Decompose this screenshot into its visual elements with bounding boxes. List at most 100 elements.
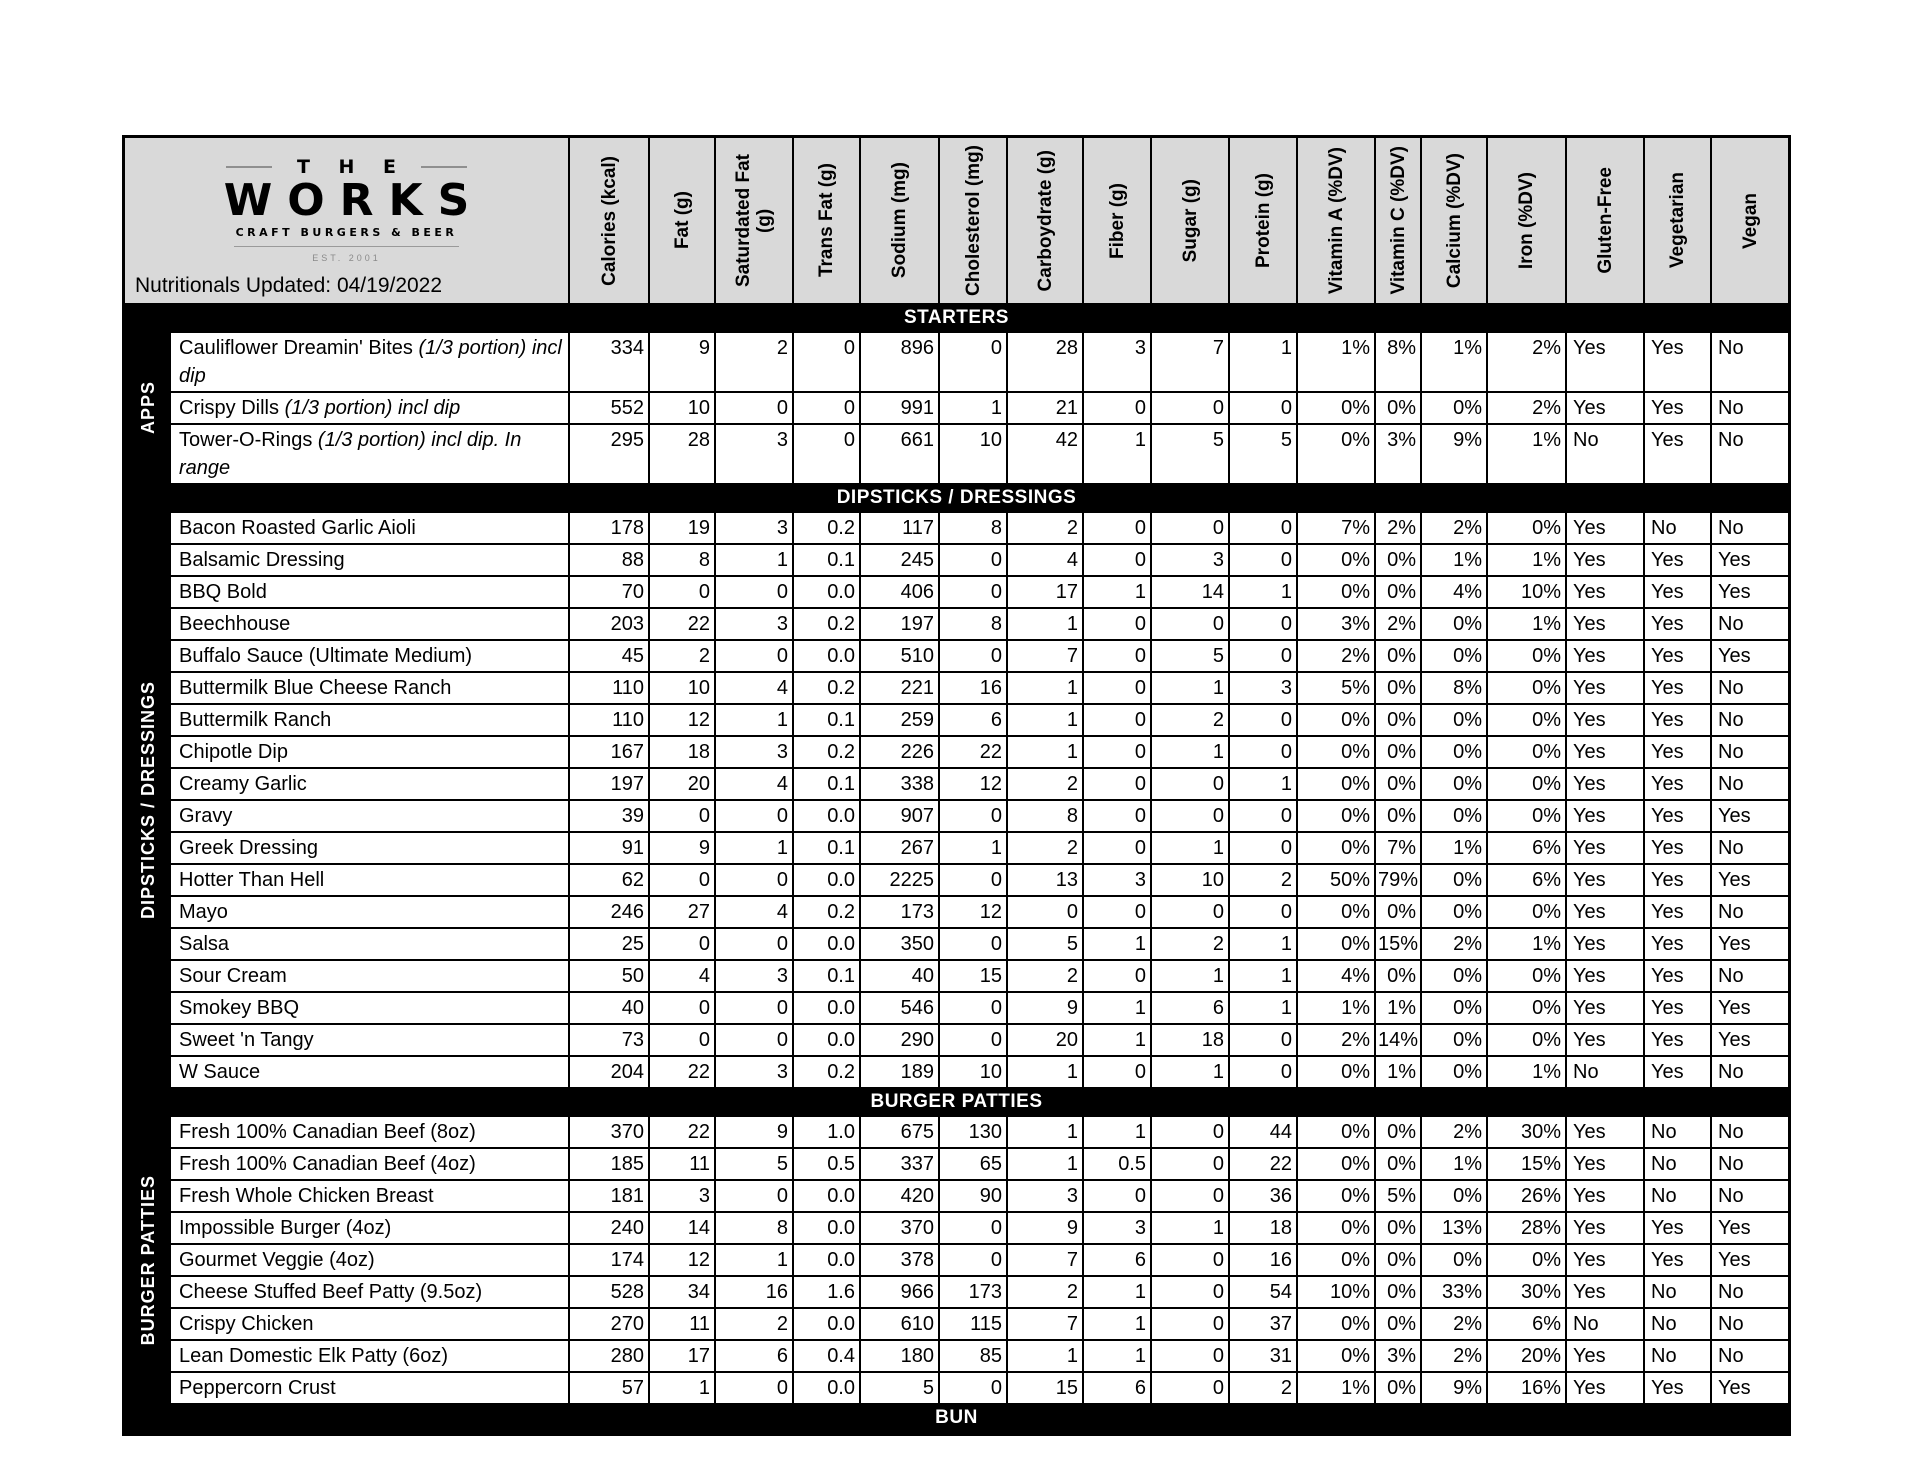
value-cell: 0 bbox=[714, 577, 792, 607]
value-cell: 0% bbox=[1374, 961, 1420, 991]
item-name: Sour Cream bbox=[171, 961, 568, 991]
section-side-label-text: APPS bbox=[137, 381, 158, 435]
value-cell: No bbox=[1643, 1117, 1710, 1147]
value-cell: 62 bbox=[568, 865, 648, 895]
value-cell: 3 bbox=[1082, 1213, 1150, 1243]
value-cell: 1 bbox=[714, 1245, 792, 1275]
value-cell: 2 bbox=[1228, 865, 1296, 895]
value-cell: 21 bbox=[1006, 393, 1082, 423]
column-header-label: Trans Fat (g) bbox=[816, 163, 837, 278]
value-cell: 0% bbox=[1374, 641, 1420, 671]
value-cell: 2% bbox=[1374, 513, 1420, 543]
item-name-text: Smokey BBQ bbox=[179, 997, 300, 1019]
item-name: Buffalo Sauce (Ultimate Medium) bbox=[171, 641, 568, 671]
item-name: Crispy Dills (1/3 portion) incl dip bbox=[171, 393, 568, 423]
value-cell: 0% bbox=[1374, 1117, 1420, 1147]
value-cell: Yes bbox=[1643, 577, 1710, 607]
section-rows: Bacon Roasted Garlic Aioli 178 19 3 0.2 117 8 2… bbox=[171, 513, 1788, 1087]
value-cell: 5 bbox=[714, 1149, 792, 1179]
value-cell: 181 bbox=[568, 1181, 648, 1211]
value-cell: Yes bbox=[1565, 1149, 1643, 1179]
item-name: Gourmet Veggie (4oz) bbox=[171, 1245, 568, 1275]
value-cell: Yes bbox=[1565, 1025, 1643, 1055]
value-cell: 3 bbox=[714, 513, 792, 543]
value-cell: 7 bbox=[1006, 1309, 1082, 1339]
value-cell: Yes bbox=[1643, 1025, 1710, 1055]
value-cell: 0% bbox=[1296, 1245, 1374, 1275]
value-cell: Yes bbox=[1643, 897, 1710, 927]
value-cell: 0 bbox=[1150, 1181, 1228, 1211]
value-cell: 0 bbox=[714, 801, 792, 831]
value-cell: 11 bbox=[648, 1149, 714, 1179]
value-cell: 0 bbox=[714, 1181, 792, 1211]
value-cell: No bbox=[1710, 393, 1788, 423]
item-name-text: Cheese Stuffed Beef Patty (9.5oz) bbox=[179, 1281, 483, 1303]
value-cell: No bbox=[1565, 425, 1643, 483]
item-name: Gravy bbox=[171, 801, 568, 831]
value-cell: Yes bbox=[1643, 769, 1710, 799]
table-row: Crispy Chicken 270 11 2 0.0 610 115 7 1 0 37 0% 0% 2%… bbox=[171, 1307, 1788, 1339]
value-cell: 9 bbox=[648, 333, 714, 391]
value-cell: 338 bbox=[859, 769, 938, 799]
value-cell: 1 bbox=[648, 1373, 714, 1403]
value-cell: 0.4 bbox=[792, 1341, 859, 1371]
value-cell: Yes bbox=[1643, 1213, 1710, 1243]
value-cell: 0 bbox=[714, 1025, 792, 1055]
value-cell: 3 bbox=[1006, 1181, 1082, 1211]
value-cell: Yes bbox=[1643, 833, 1710, 863]
value-cell: No bbox=[1565, 1057, 1643, 1087]
value-cell: 0.1 bbox=[792, 961, 859, 991]
value-cell: 0.2 bbox=[792, 513, 859, 543]
table-row: Impossible Burger (4oz) 240 14 8 0.0 370 0 9 3 1 1… bbox=[171, 1211, 1788, 1243]
value-cell: 1 bbox=[714, 545, 792, 575]
section-side-label: DIPSTICKS / DRESSINGS bbox=[125, 513, 171, 1087]
value-cell: 0 bbox=[1150, 1309, 1228, 1339]
value-cell: 79% bbox=[1374, 865, 1420, 895]
value-cell: 290 bbox=[859, 1025, 938, 1055]
value-cell: 1 bbox=[1082, 1025, 1150, 1055]
value-cell: 1% bbox=[1486, 425, 1565, 483]
column-headers: Calories (kcal) Fat (g) Saturdated Fat (g)… bbox=[568, 138, 1788, 303]
value-cell: 25 bbox=[568, 929, 648, 959]
value-cell: 0% bbox=[1296, 801, 1374, 831]
value-cell: 22 bbox=[1228, 1149, 1296, 1179]
value-cell: 2 bbox=[648, 641, 714, 671]
value-cell: 610 bbox=[859, 1309, 938, 1339]
section-body: DIPSTICKS / DRESSINGS Bacon Roasted Garli… bbox=[125, 513, 1788, 1087]
column-header-label: Vitamin C (%DV) bbox=[1387, 146, 1409, 295]
value-cell: 0% bbox=[1296, 929, 1374, 959]
value-cell: Yes bbox=[1710, 1025, 1788, 1055]
value-cell: 45 bbox=[568, 641, 648, 671]
table-row: Peppercorn Crust 57 1 0 0.0 5 0 15 6 0 2 1% 0% 9% 16% Y… bbox=[171, 1371, 1788, 1403]
value-cell: 0 bbox=[1150, 801, 1228, 831]
value-cell: 267 bbox=[859, 833, 938, 863]
value-cell: 110 bbox=[568, 673, 648, 703]
value-cell: 0 bbox=[1082, 641, 1150, 671]
value-cell: 54 bbox=[1228, 1277, 1296, 1307]
value-cell: 18 bbox=[648, 737, 714, 767]
value-cell: 0.2 bbox=[792, 673, 859, 703]
column-header-8: Fiber (g) bbox=[1082, 138, 1150, 303]
value-cell: Yes bbox=[1565, 333, 1643, 391]
value-cell: 50 bbox=[568, 961, 648, 991]
value-cell: 90 bbox=[938, 1181, 1006, 1211]
item-name-text: Peppercorn Crust bbox=[179, 1377, 336, 1399]
value-cell: 0 bbox=[792, 425, 859, 483]
section-side-label-text: BURGER PATTIES bbox=[137, 1174, 158, 1346]
value-cell: 8 bbox=[938, 513, 1006, 543]
value-cell: 178 bbox=[568, 513, 648, 543]
value-cell: Yes bbox=[1565, 993, 1643, 1023]
value-cell: 189 bbox=[859, 1057, 938, 1087]
nutrition-table: T H E WORKS CRAFT BURGERS & BEER EST. 20… bbox=[122, 135, 1791, 1436]
value-cell: 0 bbox=[1228, 545, 1296, 575]
value-cell: 1 bbox=[1228, 769, 1296, 799]
value-cell: 2% bbox=[1374, 609, 1420, 639]
brand-tagline: CRAFT BURGERS & BEER bbox=[235, 226, 458, 240]
value-cell: 12 bbox=[648, 1245, 714, 1275]
value-cell: 0 bbox=[1082, 513, 1150, 543]
value-cell: 5% bbox=[1296, 673, 1374, 703]
column-header-label: Iron (%DV) bbox=[1516, 171, 1537, 270]
value-cell: 0% bbox=[1296, 737, 1374, 767]
value-cell: 0% bbox=[1296, 1149, 1374, 1179]
column-header-label: Fiber (g) bbox=[1106, 182, 1128, 259]
